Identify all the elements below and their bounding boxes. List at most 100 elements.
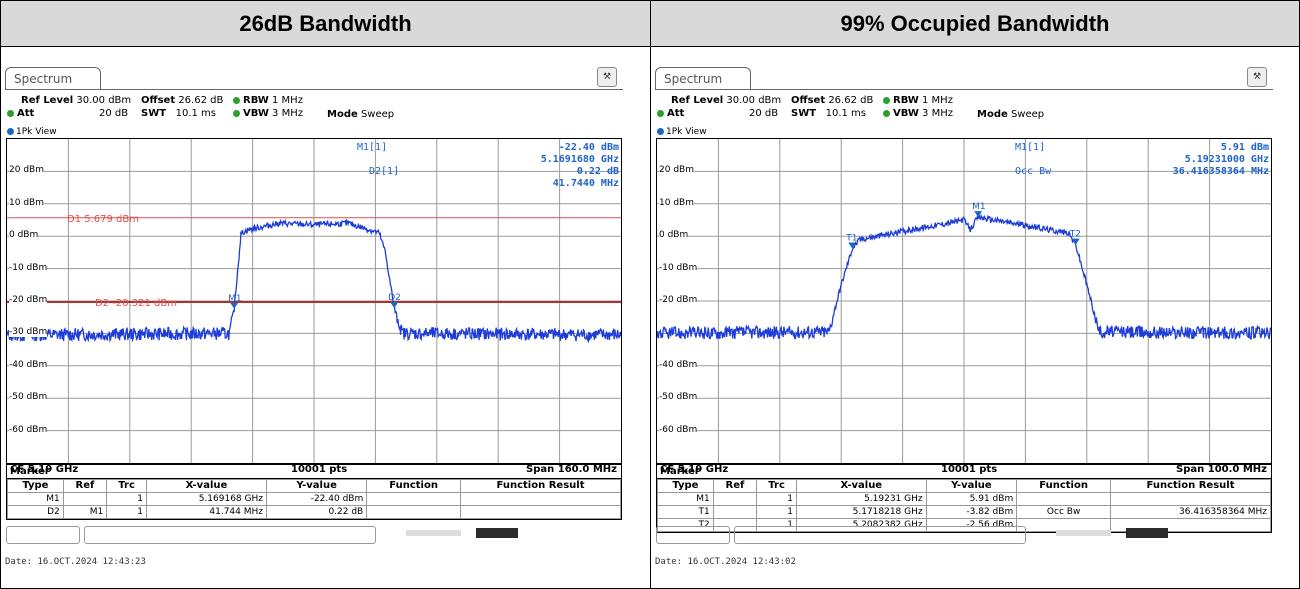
marker-triangle — [1071, 238, 1080, 245]
status-bar — [6, 524, 620, 544]
marker-table-title: Marker — [657, 465, 1271, 479]
settings-icon[interactable]: ⚒ — [597, 67, 617, 87]
panel-right: Spectrum ⚒ Ref Level 30.00 dBm Offset 26… — [651, 47, 1299, 588]
marker-readout-name: M1[1] — [357, 142, 388, 153]
y-tick-label: 20 dBm — [9, 165, 44, 176]
tab-underline — [5, 89, 623, 90]
table-row[interactable]: T1 1 5.1718218 GHz -3.82 dBm Occ Bw 36.416358… — [657, 505, 1271, 519]
center-frequency: CF 5.19 GHz — [10, 464, 79, 475]
marker-label: D2 — [388, 293, 401, 303]
message-field[interactable] — [84, 526, 376, 544]
marker-readout-value: 5.1691680 GHz — [540, 154, 619, 165]
table-cell: 1 — [756, 492, 797, 506]
column-header: Y-value — [925, 479, 1018, 493]
y-tick-label: -50 dBm — [659, 392, 698, 403]
att-setting: Att — [7, 108, 34, 119]
span-value: Span 160.0 MHz — [526, 464, 617, 475]
offset-setting: Offset 26.62 dB — [141, 95, 224, 106]
rbw-setting: RBW 1 MHz — [883, 95, 953, 106]
message-field[interactable] — [734, 526, 1026, 544]
marker-readout-name: M1[1] — [1015, 142, 1046, 153]
table-cell — [460, 505, 621, 519]
marker-readout-value: -22.40 dBm — [558, 142, 619, 153]
column-header: Type — [657, 479, 714, 493]
table-cell: 5.169168 GHz — [145, 492, 267, 506]
y-tick-label: 20 dBm — [659, 165, 694, 176]
column-header: Function — [1016, 479, 1112, 493]
y-tick-label: 10 dBm — [9, 197, 44, 208]
y-tick-label: -20 dBm — [659, 295, 698, 305]
header-right: 99% Occupied Bandwidth — [651, 1, 1299, 47]
span-value: Span 100.0 MHz — [1176, 464, 1267, 475]
marker-readout-name: Occ Bw — [1015, 166, 1052, 177]
marker-table-title: Marker — [7, 465, 621, 479]
table-row[interactable]: T2 1 5.2082382 GHz -2.56 dBm — [657, 518, 1271, 532]
header-left: 26dB Bandwidth — [1, 1, 650, 47]
column-header: Ref — [62, 479, 108, 493]
swt-setting: SWT 10.1 ms — [791, 108, 867, 119]
y-tick-label: -40 dBm — [9, 359, 48, 370]
status-field[interactable] — [656, 526, 730, 544]
marker-triangle — [848, 242, 857, 249]
table-cell: M1 — [657, 492, 714, 506]
status-indicator — [406, 530, 461, 536]
tab-spectrum[interactable]: Spectrum — [5, 67, 101, 89]
mode-setting: Mode Sweep — [977, 109, 1045, 120]
table-row[interactable]: D2 M1 1 41.744 MHz 0.22 dB — [7, 505, 621, 519]
offset-setting: Offset 26.62 dB — [791, 95, 874, 106]
table-row[interactable]: M1 1 5.19231 GHz 5.91 dBm — [657, 492, 1271, 506]
y-tick-label: -60 dBm — [659, 424, 698, 435]
marker-label: T2 — [1069, 230, 1081, 240]
table-row[interactable]: M1 1 5.169168 GHz -22.40 dBm — [7, 492, 621, 506]
display-line-label: D2 -20.321 dBm — [95, 298, 177, 309]
table-cell: M1 — [7, 492, 64, 506]
marker-grid: Type Ref Trc X-value Y-value Function Function… — [657, 479, 1271, 532]
status-indicator — [1056, 530, 1111, 536]
timestamp: Date: 16.OCT.2024 12:43:02 — [655, 557, 796, 567]
table-cell: -3.82 dBm — [925, 505, 1018, 519]
mode-setting: Mode Sweep — [327, 109, 395, 120]
table-cell: 5.91 dBm — [925, 492, 1018, 506]
status-bar — [656, 524, 1270, 544]
y-tick-label: -10 dBm — [9, 262, 48, 273]
marker-grid: Type Ref Trc X-value Y-value Function Function… — [7, 479, 621, 519]
table-cell: -22.40 dBm — [265, 492, 368, 506]
column-header: Function Result — [1110, 479, 1271, 493]
table-cell: 5.2082382 GHz — [795, 518, 927, 532]
marker-readout-value: 41.7440 MHz — [552, 178, 619, 189]
y-tick-label: -10 dBm — [659, 262, 698, 273]
table-cell: 1 — [106, 505, 147, 519]
table-cell: 41.744 MHz — [145, 505, 267, 519]
table-cell: 5.19231 GHz — [795, 492, 927, 506]
table-cell: Occ Bw — [1016, 505, 1112, 519]
table-cell — [712, 505, 758, 519]
marker-readout-value: 0.22 dB — [576, 166, 619, 177]
column-header: X-value — [145, 479, 267, 493]
y-tick-label: -60 dBm — [9, 424, 48, 435]
display-line-label: D1 5.679 dBm — [67, 214, 139, 225]
att-value: 20 dB — [99, 108, 129, 119]
settings-icon[interactable]: ⚒ — [1247, 67, 1267, 87]
marker-label: M1 — [972, 202, 986, 212]
spectrum-chart: D1 5.679 dBm D2 -20.321 dBm M1 D2 20 dBm 10 d… — [6, 138, 622, 464]
att-value: 20 dB — [749, 108, 779, 119]
view-label: 1Pk View — [657, 127, 707, 137]
marker-label: T1 — [845, 234, 857, 244]
status-field[interactable] — [6, 526, 80, 544]
tab-spectrum[interactable]: Spectrum — [655, 67, 751, 89]
table-cell — [366, 505, 462, 519]
y-tick-label: -30 dBm — [9, 327, 48, 338]
column-header: X-value — [795, 479, 927, 493]
vbw-setting: VBW 3 MHz — [233, 108, 303, 119]
spectrum-screenshot: Spectrum ⚒ Ref Level 30.00 dBm Offset 26… — [1, 47, 649, 588]
rbw-setting: RBW 1 MHz — [233, 95, 303, 106]
view-label: 1Pk View — [7, 127, 57, 137]
ref-level-setting: Ref Level 30.00 dBm — [671, 95, 782, 106]
marker-table: Marker Type Ref Trc X-value Y-value Function F… — [656, 464, 1272, 533]
ref-level-setting: Ref Level 30.00 dBm — [21, 95, 132, 106]
table-cell: M1 — [62, 505, 108, 519]
column-header: Trc — [756, 479, 797, 493]
column-header: Type — [7, 479, 64, 493]
table-cell — [62, 492, 108, 506]
